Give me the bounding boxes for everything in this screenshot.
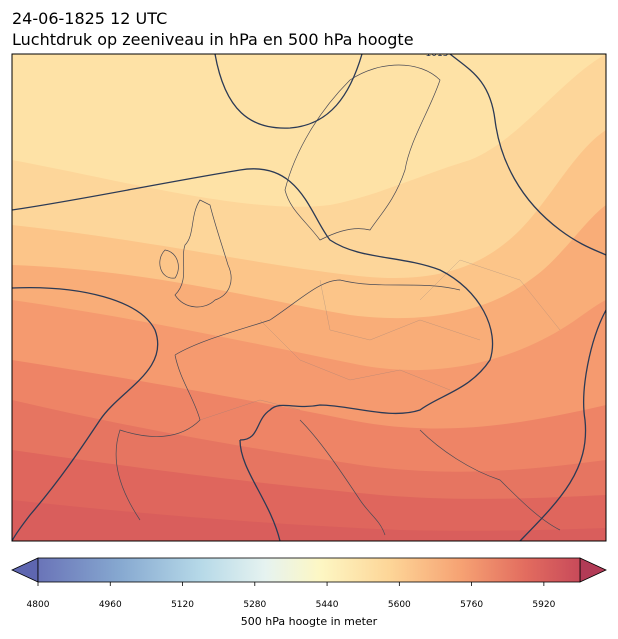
colorbar-label: 500 hPa hoogte in meter — [241, 615, 378, 628]
colorbar-tick-label: 5120 — [171, 600, 194, 610]
isobar — [519, 309, 606, 541]
map-frame — [11, 53, 607, 542]
colorbar-tick-label: 5600 — [388, 600, 411, 610]
map-title: Luchtdruk op zeeniveau in hPa en 500 hPa… — [12, 30, 414, 49]
colorbar-tick-label: 5760 — [460, 600, 483, 610]
colorbar-max-extend — [579, 557, 607, 583]
isobar-label: 1015 — [426, 49, 449, 59]
map: 1015 — [12, 49, 606, 541]
colorbar — [11, 557, 607, 583]
isobar — [12, 286, 159, 541]
colorbar-tick-label: 5440 — [316, 600, 339, 610]
isobar — [12, 168, 494, 441]
colorbar-tick-label: 5280 — [243, 600, 266, 610]
colorbar-min-extend — [11, 557, 39, 583]
colorbar-bar — [37, 557, 581, 583]
colorbar-tick-label: 4800 — [27, 600, 50, 610]
colorbar-tick-label: 5920 — [532, 600, 555, 610]
isobar — [239, 439, 281, 541]
map-date: 24-06-1825 12 UTC — [12, 9, 167, 28]
colorbar-tick-label: 4960 — [99, 600, 122, 610]
isobar — [449, 54, 606, 256]
isobar — [214, 54, 363, 129]
